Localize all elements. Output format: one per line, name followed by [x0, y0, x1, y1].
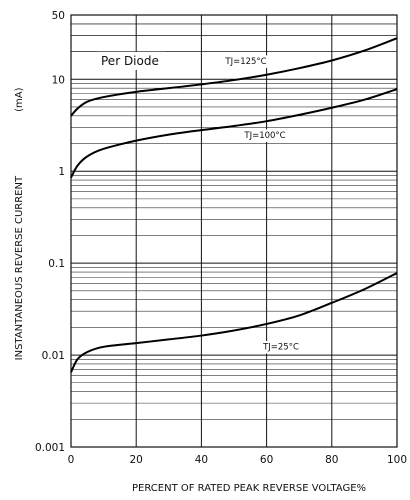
series-line-2 — [70, 272, 398, 373]
annotation-tj100: TJ=100°C — [242, 129, 288, 142]
series-line-1 — [70, 88, 398, 179]
y-tick-label: 1 — [58, 166, 65, 178]
series-line-0 — [70, 37, 398, 117]
annotation-tj100-text: TJ=100°C — [243, 131, 285, 141]
y-axis-label: INSTANTANEOUS REVERSE CURRENT — [14, 175, 25, 360]
y-tick-label: 0.001 — [35, 442, 65, 454]
y-tick-label: 0.01 — [42, 350, 65, 362]
annotation-tj25: TJ=25°C — [261, 340, 301, 354]
x-tick-labels: 0 20 40 60 80 100 — [68, 454, 407, 466]
annotation-tj25-text: TJ=25°C — [262, 342, 299, 352]
per-diode-note-text: Per Diode — [101, 54, 159, 68]
x-tick-label: 0 — [68, 454, 75, 466]
annotation-tj125-text: TJ=125°C — [224, 57, 266, 67]
x-tick-label: 60 — [260, 454, 273, 466]
series-layer — [70, 37, 398, 373]
plot-frame — [70, 14, 398, 448]
y-axis-unit: (mA) — [14, 87, 25, 111]
per-diode-note: Per Diode — [97, 51, 166, 70]
y-tick-labels: 0.001 0.01 0.1 1 10 50 — [35, 10, 65, 454]
x-axis-label: PERCENT OF RATED PEAK REVERSE VOLTAGE% — [132, 483, 366, 494]
annotation-tj125: TJ=125°C — [223, 55, 269, 68]
x-tick-label: 80 — [325, 454, 338, 466]
y-tick-label: 50 — [52, 10, 65, 22]
grid-minor — [71, 23, 397, 420]
x-tick-label: 20 — [130, 454, 143, 466]
x-tick-label: 100 — [387, 454, 407, 466]
y-tick-label: 10 — [52, 74, 65, 86]
y-tick-label: 0.1 — [48, 258, 65, 270]
x-tick-label: 40 — [195, 454, 208, 466]
